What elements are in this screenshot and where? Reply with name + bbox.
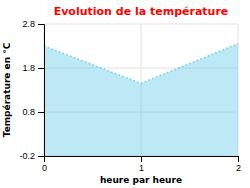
x-axis-tick: 0 (42, 156, 47, 173)
grid (44, 24, 238, 156)
x-axis-tick-label: 2 (236, 163, 241, 173)
marks (44, 44, 238, 156)
y-axis-tick-mark (38, 68, 44, 69)
x-axis-tick-label: 1 (139, 163, 144, 173)
x-axis: 0 1 2 (42, 156, 241, 173)
x-axis-tick-label: 0 (42, 163, 47, 173)
x-axis-tick-mark (141, 156, 142, 162)
line (44, 44, 238, 84)
plot: 0 1 2 -0.2 0.8 1.8 2.8 (19, 19, 241, 173)
y-axis-tick: -0.2 (19, 151, 44, 161)
y-axis-tick-label: -0.2 (19, 151, 35, 161)
y-axis-tick-label: 2.8 (22, 19, 35, 29)
y-axis-domain (38, 25, 45, 157)
y-axis-tick-mark (38, 156, 44, 157)
y-axis-tick: 2.8 (22, 19, 44, 29)
y-axis-tick-mark (38, 112, 44, 113)
y-axis: -0.2 0.8 1.8 2.8 (19, 19, 44, 161)
y-axis-tick-label: 0.8 (22, 107, 35, 117)
x-axis-tick-mark (238, 156, 239, 162)
y-axis-tick-mark (38, 24, 44, 25)
x-axis-title: heure par heure (100, 175, 182, 185)
chart: 0 1 2 -0.2 0.8 1.8 2.8 Evolution de la températ… (0, 0, 250, 188)
title: Evolution de la température (54, 5, 229, 18)
y-axis-tick: 1.8 (22, 63, 44, 73)
y-axis-tick-label: 1.8 (22, 63, 35, 73)
area (44, 44, 238, 156)
x-axis-tick: 2 (236, 156, 241, 173)
x-axis-tick: 1 (139, 156, 144, 173)
y-axis-tick: 0.8 (22, 107, 44, 117)
x-axis-domain (45, 157, 239, 163)
y-axis-title: Température en °C (2, 42, 12, 137)
